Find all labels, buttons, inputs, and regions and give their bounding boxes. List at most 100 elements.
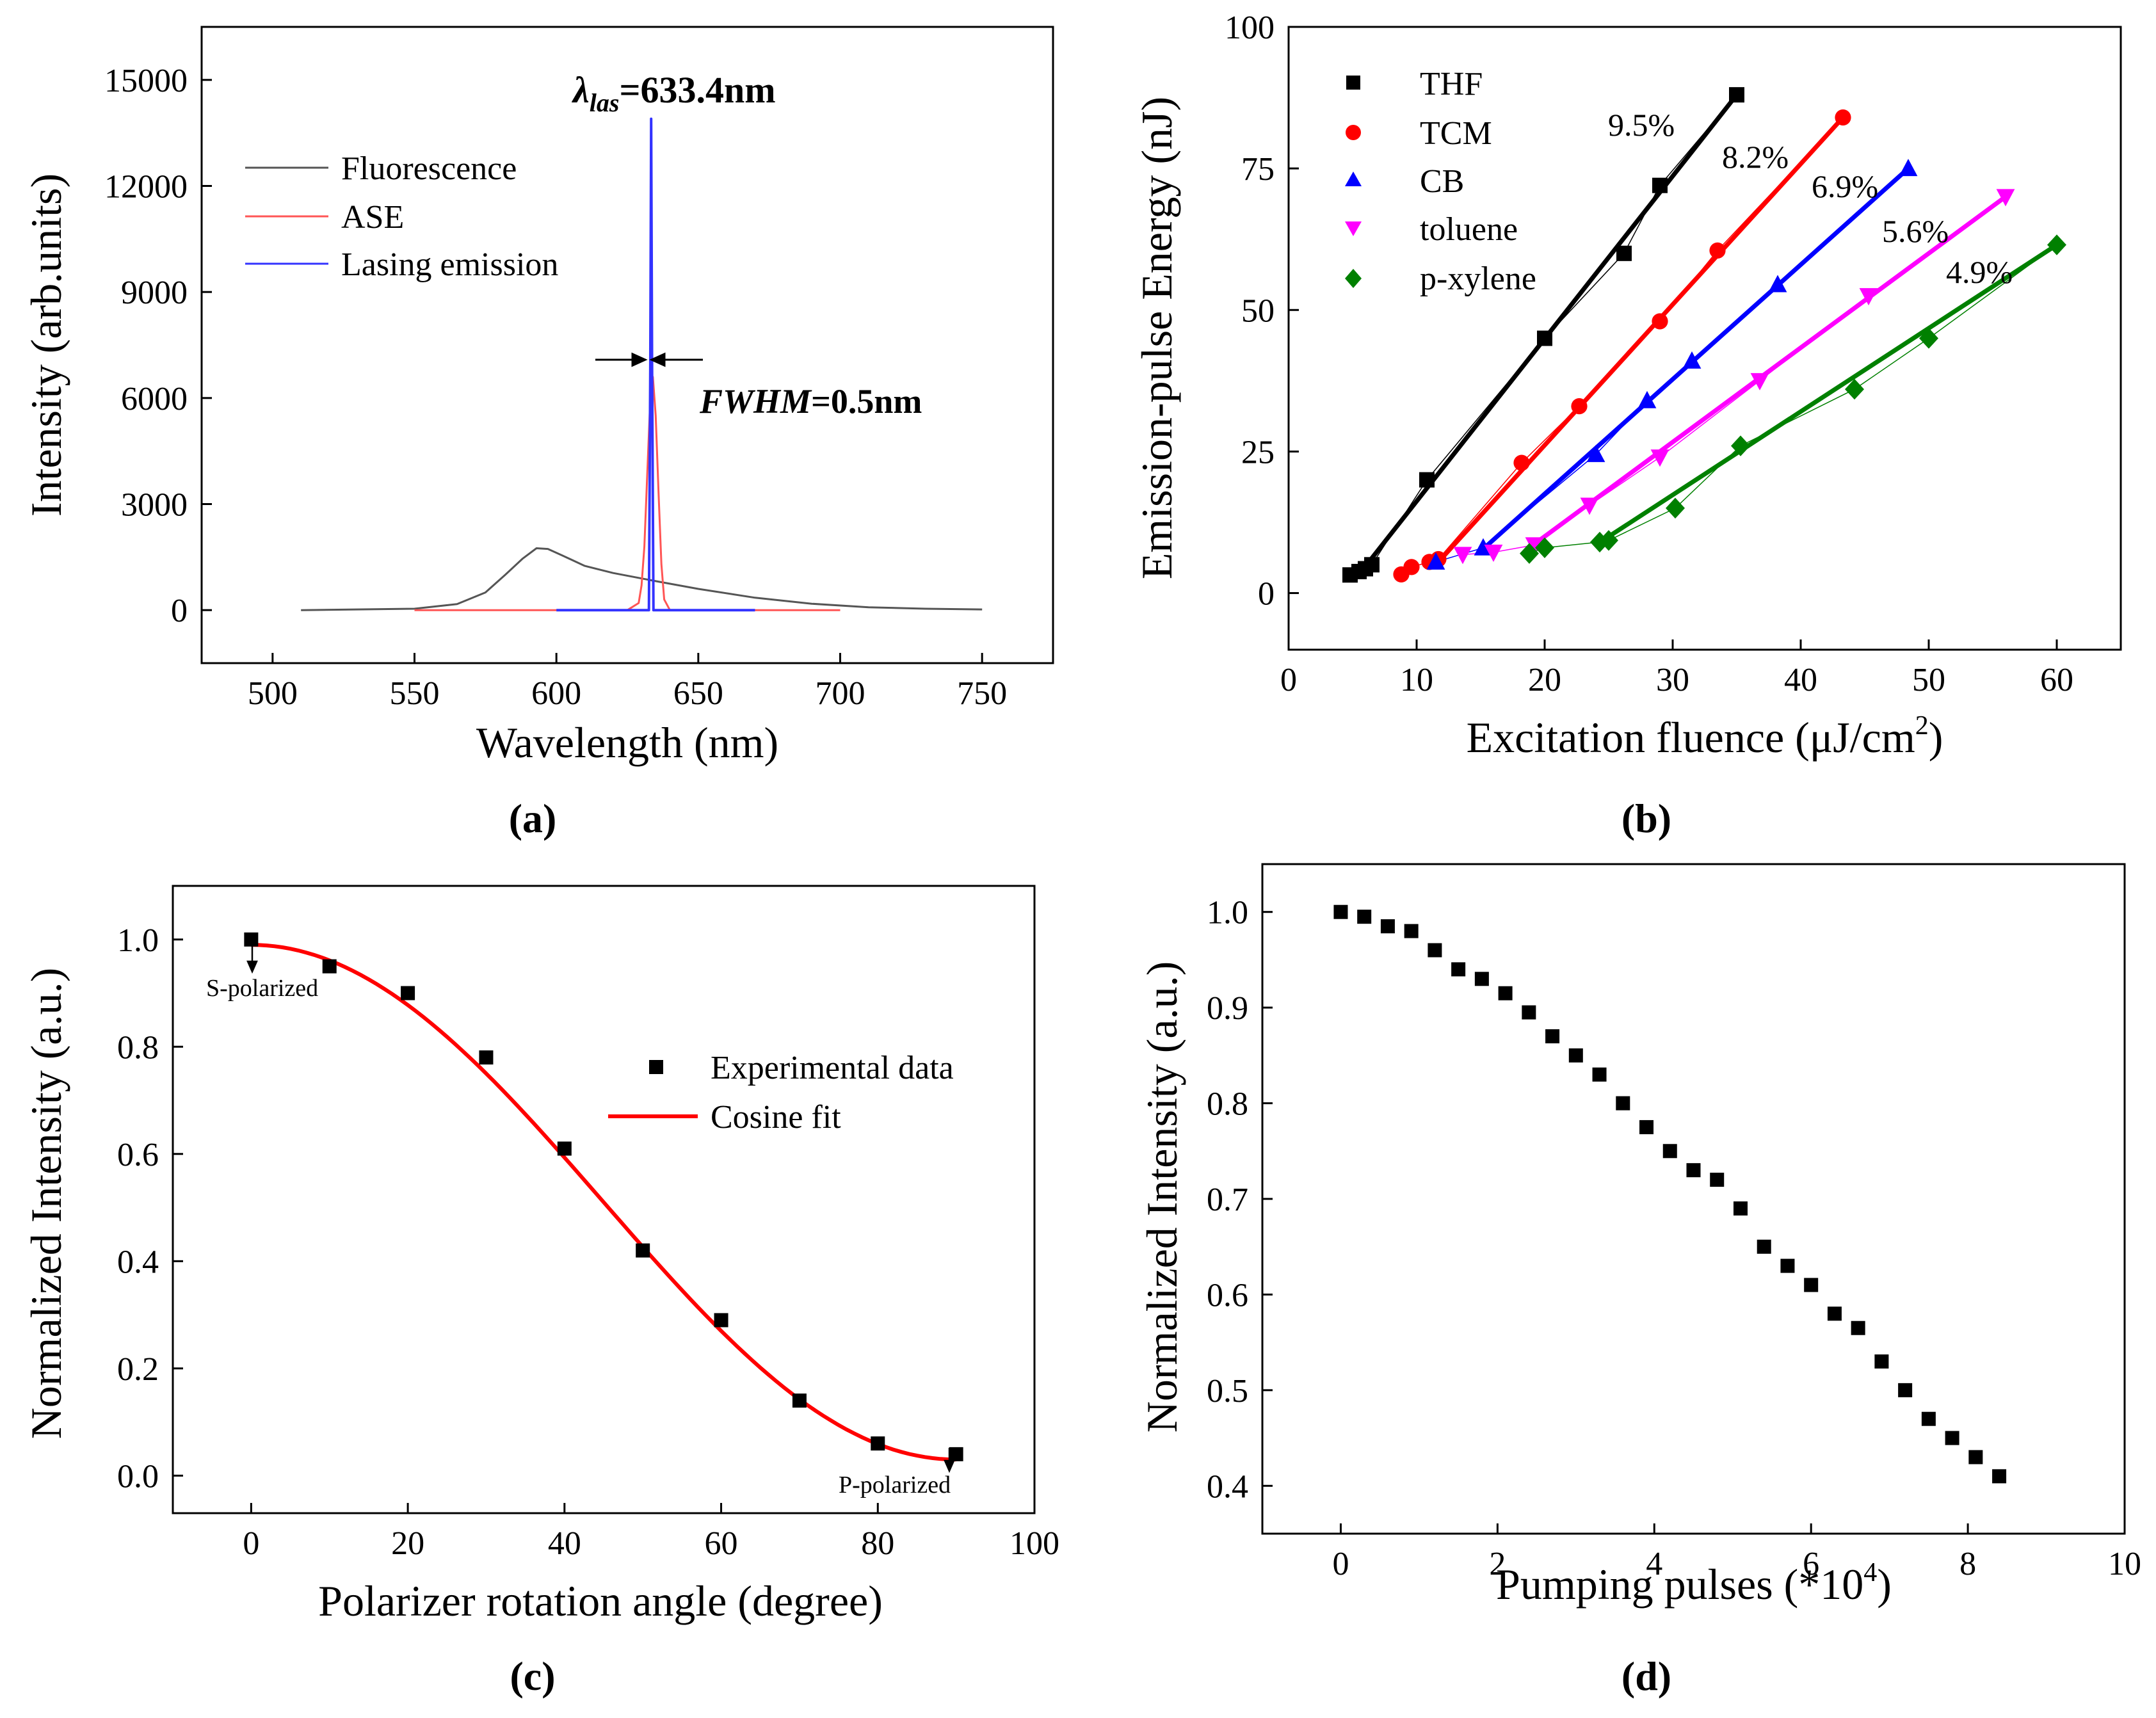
x-tick-label: 30 — [1656, 662, 1689, 698]
panel-b-y-axis-label: Emission-pulse Energy (nJ) — [1132, 97, 1181, 579]
cosine-fit-curve — [251, 943, 956, 1462]
data-point-toluene — [1750, 373, 1769, 390]
data-point-intensity — [1380, 919, 1395, 934]
data-point-tcm — [1709, 242, 1726, 259]
data-line-tcm — [1401, 116, 1844, 575]
efficiency-label-tcm: 8.2% — [1722, 139, 1789, 175]
data-point-toluene — [1650, 449, 1669, 467]
fit-line-p-xylene — [1595, 243, 2058, 547]
y-tick-label: 0.8 — [117, 1029, 159, 1066]
data-point-p-xylene — [1731, 435, 1750, 456]
y-tick-label: 1.0 — [1207, 895, 1248, 931]
data-point-thf — [1616, 245, 1632, 261]
legend-fluorescence: Fluorescence — [341, 150, 517, 187]
x-tick-label: 750 — [957, 675, 1007, 712]
legend-marker-experimental — [649, 1060, 663, 1074]
data-point-cb — [1586, 444, 1605, 462]
data-point-cb — [1637, 390, 1657, 408]
x-tick-label: 600 — [531, 675, 581, 712]
data-point-experimental — [949, 1447, 963, 1461]
data-point-toluene — [1580, 497, 1599, 515]
y-tick-label: 0.6 — [1207, 1277, 1248, 1313]
x-tick-label: 0 — [243, 1525, 259, 1562]
data-point-experimental — [714, 1313, 728, 1328]
y-tick-label: 50 — [1241, 293, 1275, 329]
data-point-experimental — [792, 1393, 807, 1408]
legend-marker-cb — [1345, 172, 1362, 186]
s-polarized-arrow — [246, 944, 258, 974]
data-point-toluene — [1859, 288, 1878, 306]
legend-marker-tcm — [1346, 125, 1361, 140]
data-line-p-xylene — [1529, 244, 2057, 554]
data-point-intensity — [1639, 1120, 1654, 1134]
data-point-intensity — [1945, 1431, 1959, 1445]
panel-b-x-axis-label: Excitation fluence (μJ/cm2) — [1467, 711, 1943, 762]
data-point-p-xylene — [1599, 530, 1618, 551]
data-point-intensity — [1710, 1173, 1725, 1187]
legend-ase: ASE — [341, 199, 404, 236]
x-tick-label: 700 — [816, 675, 865, 712]
data-point-experimental — [244, 932, 259, 947]
panel-d-label: (d) — [1621, 1653, 1671, 1699]
data-point-intensity — [1357, 910, 1372, 924]
x-tick-label: 500 — [248, 675, 298, 712]
data-point-toluene — [1525, 537, 1544, 555]
data-point-intensity — [1780, 1258, 1795, 1273]
x-tick-label: 0 — [1332, 1546, 1349, 1582]
panel-a-chart: 500 550 600 650 700 750 0 3000 6000 9000 12000 1500… — [22, 26, 1054, 841]
fluorescence-line — [301, 547, 983, 611]
x-tick-label: 20 — [1528, 662, 1561, 698]
y-tick-label: 12000 — [104, 169, 188, 205]
legend-cosine-fit: Cosine fit — [711, 1099, 841, 1136]
data-point-thf — [1364, 557, 1380, 573]
data-point-experimental — [322, 959, 337, 974]
data-point-intensity — [1474, 972, 1489, 986]
y-tick-label: 6000 — [121, 381, 188, 417]
panel-a-y-axis-label: Intensity (arb.units) — [22, 173, 70, 517]
x-tick-label: 40 — [1784, 662, 1817, 698]
data-point-intensity — [1522, 1005, 1536, 1020]
data-point-experimental — [401, 986, 415, 1000]
x-tick-label: 6 — [1803, 1546, 1819, 1582]
panel-c-label: (c) — [510, 1653, 555, 1699]
x-tick-label: 100 — [1010, 1525, 1059, 1562]
data-point-intensity — [1545, 1029, 1560, 1043]
s-polarized-annotation: S-polarized — [206, 975, 318, 1002]
y-tick-label: 0.4 — [117, 1244, 159, 1280]
y-tick-label: 0 — [1258, 576, 1275, 613]
panel-a-legend: Fluorescence ASE Lasing emission — [245, 150, 558, 283]
legend-marker-thf — [1346, 76, 1360, 90]
fit-line-tcm — [1434, 116, 1845, 566]
data-point-p-xylene — [1666, 497, 1685, 519]
panel-d-x-axis-label: Pumping pulses (*104) — [1496, 1558, 1892, 1609]
data-line-toluene — [1462, 196, 2006, 556]
data-point-intensity — [1568, 1048, 1583, 1063]
data-point-p-xylene — [1919, 328, 1938, 349]
data-point-p-xylene — [1520, 543, 1539, 564]
legend-tcm: TCM — [1420, 115, 1492, 152]
data-point-thf — [1419, 472, 1435, 488]
panel-a-x-axis-label: Wavelength (nm) — [476, 718, 778, 767]
data-point-intensity — [1662, 1144, 1677, 1159]
fwhm-annotation: FWHM=0.5nm — [699, 382, 922, 421]
panel-d-chart: 0 2 4 6 8 10 0.4 0.5 0.6 0.7 0.8 0.9 1.0 Pumping pul… — [1138, 863, 2141, 1699]
data-point-tcm — [1403, 559, 1420, 575]
efficiency-label-thf: 9.5% — [1608, 107, 1675, 143]
data-point-intensity — [1451, 962, 1466, 977]
data-point-intensity — [1804, 1278, 1819, 1292]
data-point-intensity — [1757, 1239, 1771, 1254]
data-point-experimental — [636, 1243, 650, 1258]
y-tick-label: 0.7 — [1207, 1182, 1248, 1218]
y-tick-label: 9000 — [121, 275, 188, 311]
p-polarized-arrow — [944, 1448, 955, 1473]
y-tick-label: 1.0 — [117, 922, 159, 959]
x-tick-label: 10 — [2108, 1546, 2141, 1582]
x-tick-label: 650 — [673, 675, 723, 712]
data-point-intensity — [1428, 943, 1442, 958]
data-point-intensity — [1686, 1163, 1701, 1178]
x-tick-label: 60 — [705, 1525, 738, 1562]
data-point-intensity — [1992, 1469, 2007, 1484]
data-point-cb — [1682, 351, 1701, 369]
legend-thf: THF — [1420, 66, 1483, 102]
